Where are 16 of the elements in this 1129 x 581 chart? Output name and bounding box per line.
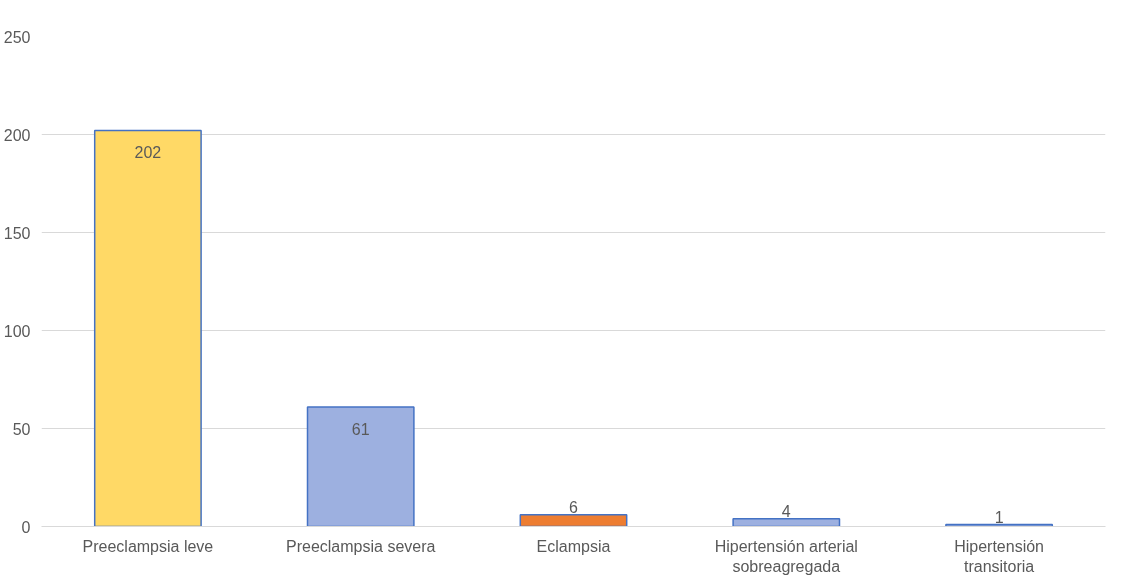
y-tick-label: 100 (3, 322, 31, 340)
y-tick-label: 0 (21, 518, 31, 536)
x-tick-label: Hipertensión transitoria (954, 537, 1045, 575)
data-label: 61 (351, 420, 370, 438)
x-tick-label: Eclampsia (536, 537, 611, 555)
data-label: 202 (134, 144, 162, 162)
data-label: 1 (994, 508, 1004, 526)
data-label: 6 (569, 498, 579, 516)
y-tick-label: 50 (12, 420, 31, 438)
data-label: 4 (781, 502, 791, 520)
y-tick-label: 150 (3, 224, 31, 242)
x-tick-label: Hipertensión arterial sobreagregada (714, 537, 858, 575)
x-tick-label: Preeclampsia leve (82, 537, 214, 555)
y-tick-label: 200 (3, 126, 31, 144)
y-tick-label: 250 (3, 28, 31, 46)
x-tick-label: Preeclampsia severa (286, 537, 436, 555)
